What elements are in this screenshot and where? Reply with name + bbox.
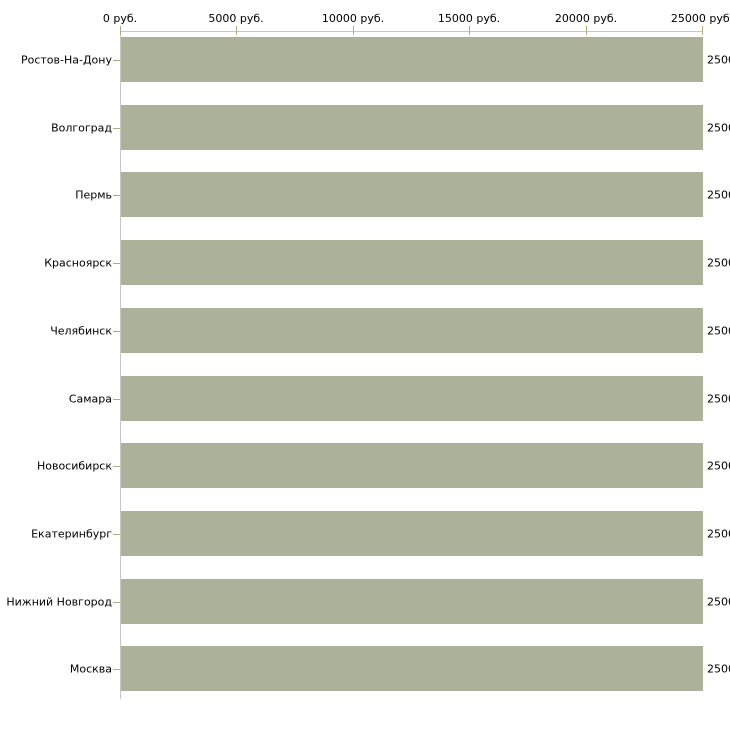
category-label: Красноярск (44, 256, 112, 269)
y-axis-tick (113, 331, 120, 332)
bar-value-label: 25000 руб. (707, 662, 730, 675)
bar-value-label: 25000 руб. (707, 256, 730, 269)
x-axis-tick-label: 25000 руб. (670, 12, 730, 25)
category-label: Нижний Новгород (6, 595, 112, 608)
bar (121, 240, 703, 285)
category-label: Екатеринбург (31, 527, 112, 540)
bar-value-label: 25000 руб. (707, 53, 730, 66)
x-axis-tick-label: 15000 руб. (437, 12, 501, 25)
x-axis-tick-label: 5000 руб. (208, 12, 264, 25)
category-label: Ростов-На-Дону (20, 53, 112, 66)
category-label: Новосибирск (36, 459, 112, 472)
bar (121, 37, 703, 82)
bar (121, 172, 703, 217)
category-label: Пермь (75, 188, 112, 201)
bar-value-label: 25000 руб. (707, 595, 730, 608)
bar (121, 511, 703, 556)
y-axis-tick (113, 534, 120, 535)
bar-value-label: 25000 руб. (707, 392, 730, 405)
x-axis-tick-label: 0 руб. (102, 12, 138, 25)
y-axis-tick (113, 263, 120, 264)
category-label: Москва (69, 662, 112, 675)
x-axis-tick-label: 10000 руб. (321, 12, 385, 25)
y-axis-tick (113, 669, 120, 670)
y-axis-tick (113, 602, 120, 603)
x-axis-tick (586, 26, 587, 35)
bar (121, 308, 703, 353)
y-axis-tick (113, 195, 120, 196)
x-axis-tick (702, 26, 703, 35)
x-axis-tick (353, 26, 354, 35)
y-axis-tick (113, 60, 120, 61)
bar (121, 376, 703, 421)
bar (121, 646, 703, 691)
category-label: Самара (68, 392, 112, 405)
bar-value-label: 25000 руб. (707, 527, 730, 540)
x-axis-tick (236, 26, 237, 35)
x-axis-tick (120, 26, 121, 35)
y-axis-line (120, 31, 121, 699)
y-axis-tick (113, 466, 120, 467)
category-label: Волгоград (51, 121, 112, 134)
bar-value-label: 25000 руб. (707, 459, 730, 472)
x-axis-tick (469, 26, 470, 35)
bar (121, 443, 703, 488)
y-axis-tick (113, 399, 120, 400)
bar-value-label: 25000 руб. (707, 188, 730, 201)
y-axis-tick (113, 128, 120, 129)
x-axis-line (120, 31, 702, 32)
x-axis-tick-label: 20000 руб. (554, 12, 618, 25)
category-label: Челябинск (50, 324, 112, 337)
bar (121, 579, 703, 624)
bar-value-label: 25000 руб. (707, 324, 730, 337)
bar (121, 105, 703, 150)
bar-value-label: 25000 руб. (707, 121, 730, 134)
